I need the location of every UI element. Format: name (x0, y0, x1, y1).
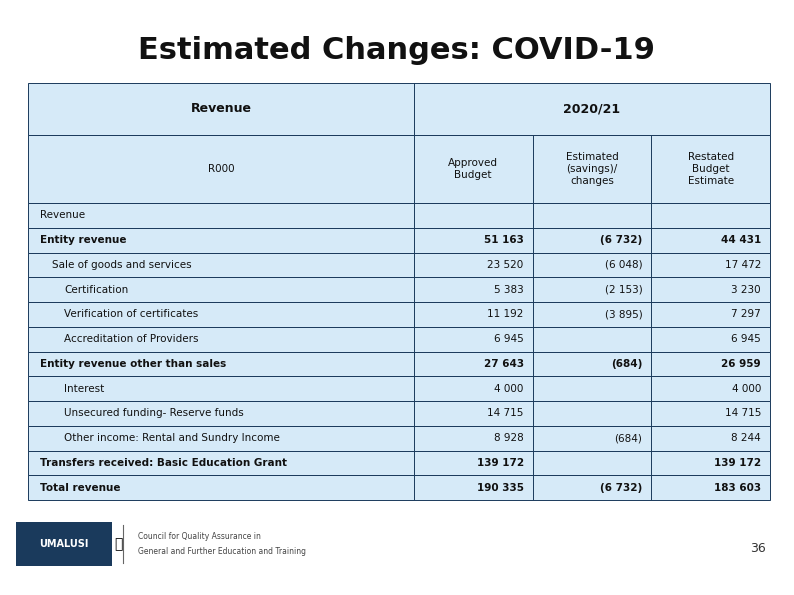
Text: 14 715: 14 715 (488, 408, 524, 418)
Bar (28, 475, 770, 500)
Text: Accreditation of Providers: Accreditation of Providers (64, 334, 198, 344)
Bar (16, 522, 112, 566)
Text: (2 153): (2 153) (604, 284, 642, 295)
Text: UMALUSI: UMALUSI (39, 539, 89, 549)
Text: 2020/21: 2020/21 (564, 102, 620, 115)
Bar (28, 376, 770, 401)
Text: (684): (684) (611, 359, 642, 369)
Text: 139 172: 139 172 (476, 458, 524, 468)
Text: (6 732): (6 732) (600, 235, 642, 245)
Text: Unsecured funding- Reserve funds: Unsecured funding- Reserve funds (64, 408, 244, 418)
Text: 36: 36 (750, 542, 765, 555)
Text: Restated
Budget
Estimate: Restated Budget Estimate (688, 152, 734, 186)
Text: Revenue: Revenue (191, 102, 252, 115)
Text: 139 172: 139 172 (714, 458, 761, 468)
Bar (28, 327, 770, 352)
Text: (3 895): (3 895) (604, 309, 642, 320)
Text: Approved
Budget: Approved Budget (448, 158, 498, 180)
Bar (28, 352, 770, 376)
Text: Entity revenue: Entity revenue (40, 235, 126, 245)
Text: Revenue: Revenue (40, 211, 85, 220)
Text: Estimated
(savings)/
changes: Estimated (savings)/ changes (565, 152, 619, 186)
Text: 8 244: 8 244 (731, 433, 761, 443)
Text: (684): (684) (615, 433, 642, 443)
Bar (28, 277, 770, 302)
Bar (28, 83, 770, 135)
Text: (6 732): (6 732) (600, 483, 642, 493)
Text: 17 472: 17 472 (725, 260, 761, 270)
Text: Verification of certificates: Verification of certificates (64, 309, 198, 320)
Text: 8 928: 8 928 (494, 433, 524, 443)
Bar (28, 228, 770, 252)
Text: 23 520: 23 520 (488, 260, 524, 270)
Text: 6 945: 6 945 (731, 334, 761, 344)
Text: 🦅: 🦅 (114, 537, 123, 551)
Text: (6 048): (6 048) (605, 260, 642, 270)
Text: Transfers received: Basic Education Grant: Transfers received: Basic Education Gran… (40, 458, 287, 468)
Text: 11 192: 11 192 (488, 309, 524, 320)
Bar (28, 426, 770, 450)
Text: 5 383: 5 383 (494, 284, 524, 295)
Text: Entity revenue other than sales: Entity revenue other than sales (40, 359, 226, 369)
Text: 7 297: 7 297 (731, 309, 761, 320)
Text: Certification: Certification (64, 284, 128, 295)
Text: Estimated Changes: COVID-19: Estimated Changes: COVID-19 (138, 36, 656, 65)
Text: General and Further Education and Training: General and Further Education and Traini… (138, 547, 306, 556)
Text: Other income: Rental and Sundry Income: Other income: Rental and Sundry Income (64, 433, 279, 443)
Text: 3 230: 3 230 (731, 284, 761, 295)
Text: Interest: Interest (64, 384, 104, 394)
Text: Council for Quality Assurance in: Council for Quality Assurance in (138, 533, 261, 541)
Text: 6 945: 6 945 (494, 334, 524, 344)
Text: R000: R000 (207, 164, 234, 174)
Text: 183 603: 183 603 (714, 483, 761, 493)
Text: 14 715: 14 715 (725, 408, 761, 418)
Text: 4 000: 4 000 (732, 384, 761, 394)
Text: 26 959: 26 959 (722, 359, 761, 369)
Text: 44 431: 44 431 (721, 235, 761, 245)
Bar (28, 135, 770, 203)
Text: 27 643: 27 643 (484, 359, 524, 369)
Bar (28, 401, 770, 426)
Bar (28, 252, 770, 277)
Bar (28, 203, 770, 228)
Text: 51 163: 51 163 (484, 235, 524, 245)
Bar (28, 302, 770, 327)
Bar (28, 450, 770, 475)
Text: Total revenue: Total revenue (40, 483, 121, 493)
Text: Sale of goods and services: Sale of goods and services (52, 260, 191, 270)
Text: 4 000: 4 000 (495, 384, 524, 394)
Text: 190 335: 190 335 (476, 483, 524, 493)
